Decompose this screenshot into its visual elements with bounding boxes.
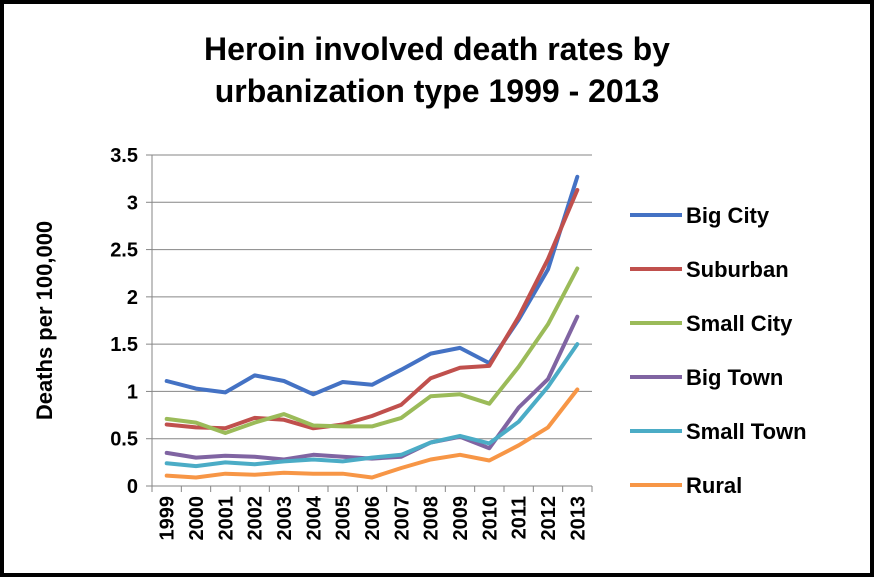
x-tick-label: 2004 — [303, 495, 325, 540]
legend-label-rural: Rural — [686, 473, 742, 498]
legend-label-big-town: Big Town — [686, 365, 783, 390]
series-line-small-town — [164, 342, 580, 469]
legend: Big City Suburban Small City Big Town Small … — [630, 203, 807, 498]
legend-label-small-city: Small City — [686, 311, 793, 336]
y-tick-label: 0.5 — [110, 429, 138, 451]
chart-title: Heroin involved death rates by urbanizat… — [0, 28, 874, 112]
x-tick-label: 2009 — [450, 496, 472, 541]
gridlines — [146, 154, 592, 487]
x-tick-label: 2006 — [362, 496, 384, 541]
x-tick-labels: 1999 2000 2001 2002 2003 2004 2005 2006 2007 2008… — [157, 495, 590, 540]
series-line-big-city — [164, 174, 580, 397]
axes — [151, 155, 593, 492]
y-tick-label: 2.5 — [110, 240, 138, 262]
chart-title-line-2: urbanization type 1999 - 2013 — [214, 73, 660, 109]
series-line-rural — [164, 387, 580, 480]
y-tick-label: 0 — [127, 476, 138, 498]
x-tick-label: 2010 — [479, 496, 501, 540]
x-tick-label: 2013 — [567, 496, 589, 541]
x-tick-label: 2003 — [274, 496, 296, 541]
x-tick-label: 2000 — [186, 496, 208, 541]
legend-label-suburban: Suburban — [686, 257, 789, 282]
y-tick-label: 1 — [127, 381, 138, 403]
x-tick-label: 2007 — [391, 496, 413, 541]
series-line-small-city — [164, 266, 580, 435]
legend-label-small-town: Small Town — [686, 419, 807, 444]
series-line-big-town — [164, 314, 580, 462]
legend-label-big-city: Big City — [686, 203, 770, 228]
x-tick-label: 2011 — [509, 496, 531, 539]
y-tick-label: 3.5 — [110, 145, 138, 167]
chart-title-line-1: Heroin involved death rates by — [204, 31, 670, 67]
x-tick-label: 2005 — [333, 496, 355, 541]
y-tick-labels: 0 0.5 1 1.5 2 2.5 3 3.5 — [110, 145, 138, 498]
y-tick-label: 3 — [127, 192, 138, 214]
y-tick-label: 2 — [127, 287, 138, 309]
series-line-suburban — [164, 188, 580, 431]
x-tick-label: 1999 — [157, 496, 179, 541]
series-lines — [164, 174, 580, 480]
y-axis-label: Deaths per 100,000 — [32, 221, 57, 420]
x-tick-label: 2008 — [421, 496, 443, 541]
y-tick-label: 1.5 — [110, 334, 138, 356]
x-tick-label: 2002 — [245, 496, 267, 541]
x-tick-label: 2001 — [215, 496, 237, 541]
x-tick-label: 2012 — [538, 496, 560, 541]
